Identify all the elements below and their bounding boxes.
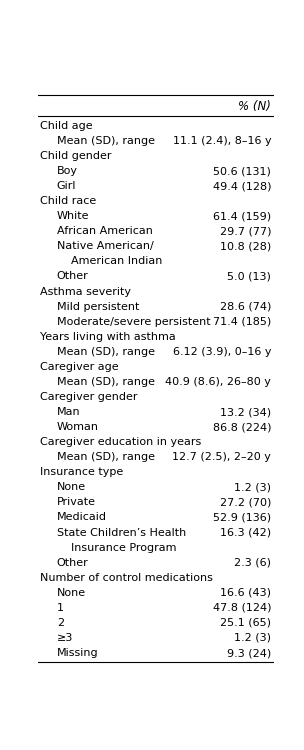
Text: 50.6 (131): 50.6 (131) <box>213 166 271 176</box>
Text: 9.3 (24): 9.3 (24) <box>227 648 271 658</box>
Text: Mild persistent: Mild persistent <box>57 302 139 311</box>
Text: None: None <box>57 588 86 598</box>
Text: Native American/: Native American/ <box>57 242 154 251</box>
Text: 16.6 (43): 16.6 (43) <box>220 588 271 598</box>
Text: Mean (SD), range: Mean (SD), range <box>57 452 155 462</box>
Text: Private: Private <box>57 497 96 508</box>
Text: 2: 2 <box>57 618 64 628</box>
Text: 12.7 (2.5), 2–20 y: 12.7 (2.5), 2–20 y <box>172 452 271 462</box>
Text: 29.7 (77): 29.7 (77) <box>220 226 271 236</box>
Text: 6.12 (3.9), 0–16 y: 6.12 (3.9), 0–16 y <box>173 346 271 357</box>
Text: 1: 1 <box>57 603 64 613</box>
Text: Child race: Child race <box>40 196 97 206</box>
Text: Number of control medications: Number of control medications <box>40 573 213 583</box>
Text: Caregiver education in years: Caregiver education in years <box>40 437 202 447</box>
Text: Mean (SD), range: Mean (SD), range <box>57 136 155 146</box>
Text: % (N): % (N) <box>238 100 271 112</box>
Text: 86.8 (224): 86.8 (224) <box>213 422 271 432</box>
Text: Asthma severity: Asthma severity <box>40 286 131 296</box>
Text: 2.3 (6): 2.3 (6) <box>234 558 271 568</box>
Text: Missing: Missing <box>57 648 98 658</box>
Text: Insurance type: Insurance type <box>40 467 124 477</box>
Text: Man: Man <box>57 407 81 417</box>
Text: 5.0 (13): 5.0 (13) <box>227 272 271 281</box>
Text: Woman: Woman <box>57 422 99 432</box>
Text: 52.9 (136): 52.9 (136) <box>213 512 271 523</box>
Text: Medicaid: Medicaid <box>57 512 107 523</box>
Text: 11.1 (2.4), 8–16 y: 11.1 (2.4), 8–16 y <box>173 136 271 146</box>
Text: 1.2 (3): 1.2 (3) <box>234 482 271 492</box>
Text: Insurance Program: Insurance Program <box>57 542 176 553</box>
Text: Boy: Boy <box>57 166 78 176</box>
Text: Caregiver gender: Caregiver gender <box>40 392 138 402</box>
Text: 27.2 (70): 27.2 (70) <box>220 497 271 508</box>
Text: None: None <box>57 482 86 492</box>
Text: State Children’s Health: State Children’s Health <box>57 527 186 538</box>
Text: 16.3 (42): 16.3 (42) <box>220 527 271 538</box>
Text: Years living with asthma: Years living with asthma <box>40 332 176 342</box>
Text: 13.2 (34): 13.2 (34) <box>220 407 271 417</box>
Text: Other: Other <box>57 272 88 281</box>
Text: 10.8 (28): 10.8 (28) <box>220 242 271 251</box>
Text: Moderate/severe persistent: Moderate/severe persistent <box>57 316 210 327</box>
Text: Other: Other <box>57 558 88 568</box>
Text: 25.1 (65): 25.1 (65) <box>220 618 271 628</box>
Text: ≥3: ≥3 <box>57 633 73 643</box>
Text: Child gender: Child gender <box>40 151 112 161</box>
Text: Mean (SD), range: Mean (SD), range <box>57 346 155 357</box>
Text: Child age: Child age <box>40 121 93 130</box>
Text: 1.2 (3): 1.2 (3) <box>234 633 271 643</box>
Text: White: White <box>57 211 89 221</box>
Text: 71.4 (185): 71.4 (185) <box>213 316 271 327</box>
Text: Caregiver age: Caregiver age <box>40 362 119 372</box>
Text: Mean (SD), range: Mean (SD), range <box>57 377 155 387</box>
Text: 49.4 (128): 49.4 (128) <box>213 181 271 191</box>
Text: Girl: Girl <box>57 181 76 191</box>
Text: 47.8 (124): 47.8 (124) <box>213 603 271 613</box>
Text: 61.4 (159): 61.4 (159) <box>213 211 271 221</box>
Text: 28.6 (74): 28.6 (74) <box>220 302 271 311</box>
Text: African American: African American <box>57 226 153 236</box>
Text: 40.9 (8.6), 26–80 y: 40.9 (8.6), 26–80 y <box>165 377 271 387</box>
Text: American Indian: American Indian <box>57 256 162 266</box>
